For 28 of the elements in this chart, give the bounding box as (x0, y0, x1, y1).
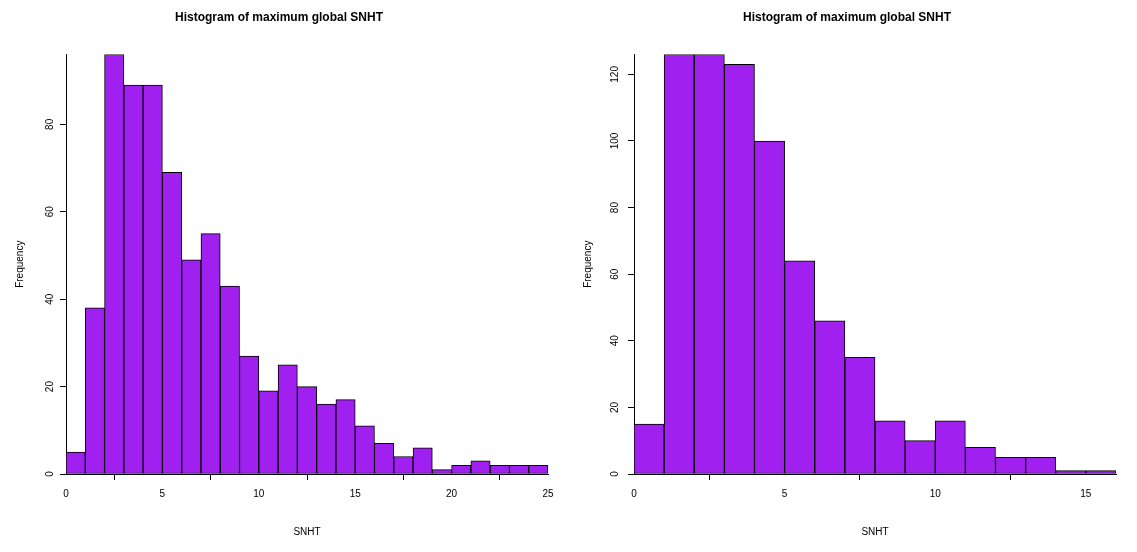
x-tick-label: 5 (159, 487, 166, 499)
x-tick-label: 10 (253, 487, 265, 499)
x-tick-label: 5 (781, 487, 788, 499)
y-axis-title: Frequency (581, 240, 593, 288)
y-tick-label: 0 (44, 470, 56, 477)
x-tick-label: 25 (542, 487, 554, 499)
x-tick-label: 0 (631, 487, 638, 499)
y-tick-label: 80 (609, 201, 621, 214)
x-tick-label: 0 (63, 487, 70, 499)
x-axis-title: SNHT (293, 525, 321, 537)
x-tick-label: 15 (349, 487, 362, 499)
y-tick-label: 40 (44, 293, 56, 305)
y-tick-label: 60 (609, 268, 621, 280)
y-tick-label: 80 (44, 118, 56, 130)
x-tick-label: 10 (929, 487, 942, 499)
y-tick-label: 20 (609, 401, 621, 413)
chart-title: Histogram of maximum global SNHT (742, 9, 952, 24)
y-axis-title: Frequency (13, 240, 25, 288)
x-tick-label: 15 (1080, 487, 1092, 499)
x-tick-label: 20 (446, 487, 458, 499)
y-tick-label: 120 (609, 65, 621, 83)
y-tick-label: 0 (609, 470, 621, 477)
y-tick-label: 100 (609, 132, 621, 150)
y-tick-label: 20 (44, 380, 56, 393)
x-axis-title: SNHT (861, 525, 889, 537)
y-tick-label: 40 (609, 334, 621, 347)
y-tick-label: 60 (44, 205, 56, 218)
chart-title: Histogram of maximum global SNHT (174, 9, 384, 24)
